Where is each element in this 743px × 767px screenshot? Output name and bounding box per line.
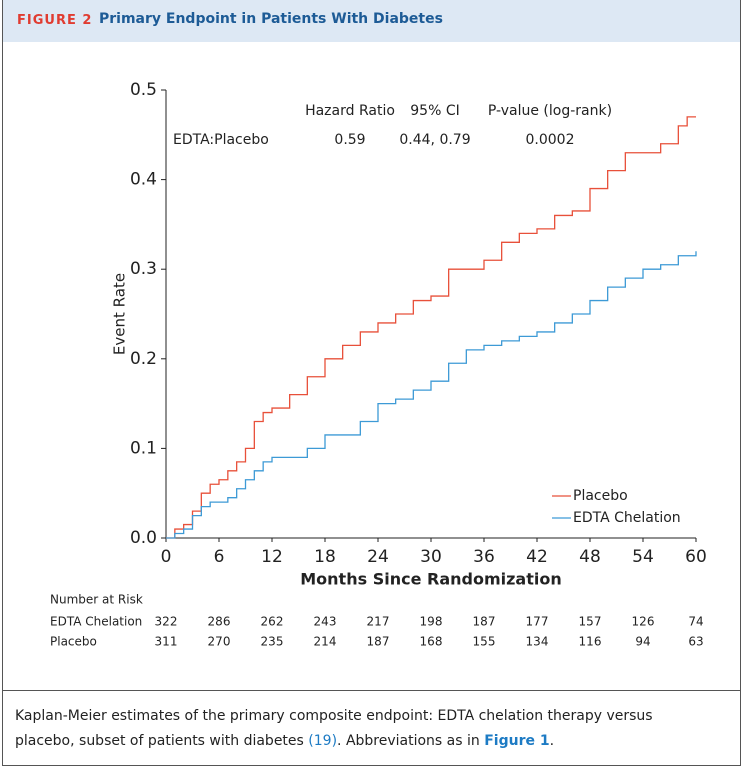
risk-value: 243 xyxy=(314,615,337,629)
risk-value: 168 xyxy=(420,635,443,649)
survival-curve xyxy=(166,251,697,539)
chart: Event Rate Months Since Randomization 0.… xyxy=(50,80,707,649)
risk-value: 157 xyxy=(579,615,602,629)
risk-value: 116 xyxy=(579,635,602,649)
caption: Kaplan-Meier estimates of the primary co… xyxy=(15,704,715,754)
stats-value: 0.44, 0.79 xyxy=(399,132,470,148)
risk-value: 322 xyxy=(155,615,178,629)
risk-value: 235 xyxy=(261,635,284,649)
caption-text: . Abbreviations as in xyxy=(337,733,485,749)
risk-row-name: EDTA Chelation xyxy=(50,615,142,629)
risk-value: 134 xyxy=(526,635,549,649)
survival-curve xyxy=(166,116,696,539)
risk-value: 187 xyxy=(473,615,496,629)
risk-value: 94 xyxy=(635,635,650,649)
x-tick-label: 36 xyxy=(473,547,495,567)
stats-header: 95% CI xyxy=(410,103,459,119)
y-axis-label: Event Rate xyxy=(111,273,129,355)
risk-value: 126 xyxy=(632,615,655,629)
risk-title: Number at Risk xyxy=(50,593,143,607)
figure-label: FIGURE 2 xyxy=(17,13,93,28)
risk-value: 270 xyxy=(208,635,231,649)
reference-link[interactable]: (19) xyxy=(308,733,338,749)
y-tick-label: 0.0 xyxy=(130,528,157,548)
y-tick-label: 0.2 xyxy=(130,349,157,369)
figure-header: FIGURE 2 Primary Endpoint in Patients Wi… xyxy=(3,0,740,42)
risk-value: 262 xyxy=(261,615,284,629)
y-tick-label: 0.1 xyxy=(130,438,157,458)
risk-value: 74 xyxy=(688,615,703,629)
y-tick-label: 0.3 xyxy=(130,259,157,279)
risk-value: 286 xyxy=(208,615,231,629)
x-tick-label: 24 xyxy=(367,547,389,567)
x-tick-label: 6 xyxy=(214,547,225,567)
x-tick-label: 60 xyxy=(685,547,707,567)
separator xyxy=(3,690,740,691)
x-tick-label: 18 xyxy=(314,547,336,567)
stats-header: Hazard Ratio xyxy=(305,103,395,119)
risk-value: 198 xyxy=(420,615,443,629)
caption-text: Kaplan-Meier estimates of the primary co… xyxy=(15,708,653,749)
stats-header: P-value (log-rank) xyxy=(488,103,612,119)
figure-title: Primary Endpoint in Patients With Diabet… xyxy=(99,11,443,27)
x-tick-label: 42 xyxy=(526,547,548,567)
risk-value: 63 xyxy=(688,635,703,649)
stats-row-name: EDTA:Placebo xyxy=(173,132,269,148)
x-tick-label: 30 xyxy=(420,547,442,567)
y-tick-label: 0.5 xyxy=(130,80,157,100)
x-tick-label: 48 xyxy=(579,547,601,567)
risk-value: 311 xyxy=(155,635,178,649)
risk-value: 187 xyxy=(367,635,390,649)
x-axis-label: Months Since Randomization xyxy=(300,570,561,589)
risk-value: 177 xyxy=(526,615,549,629)
legend-label: Placebo xyxy=(573,488,628,504)
y-tick-label: 0.4 xyxy=(130,170,157,190)
x-tick-label: 0 xyxy=(161,547,172,567)
x-tick-label: 12 xyxy=(261,547,283,567)
caption-text: . xyxy=(549,733,555,749)
x-tick-label: 54 xyxy=(632,547,654,567)
risk-value: 155 xyxy=(473,635,496,649)
risk-row-name: Placebo xyxy=(50,635,97,649)
stats-value: 0.59 xyxy=(334,132,365,148)
risk-value: 214 xyxy=(314,635,337,649)
legend-label: EDTA Chelation xyxy=(573,510,681,526)
stats-value: 0.0002 xyxy=(526,132,575,148)
risk-value: 217 xyxy=(367,615,390,629)
figure-link[interactable]: Figure 1 xyxy=(484,733,550,749)
